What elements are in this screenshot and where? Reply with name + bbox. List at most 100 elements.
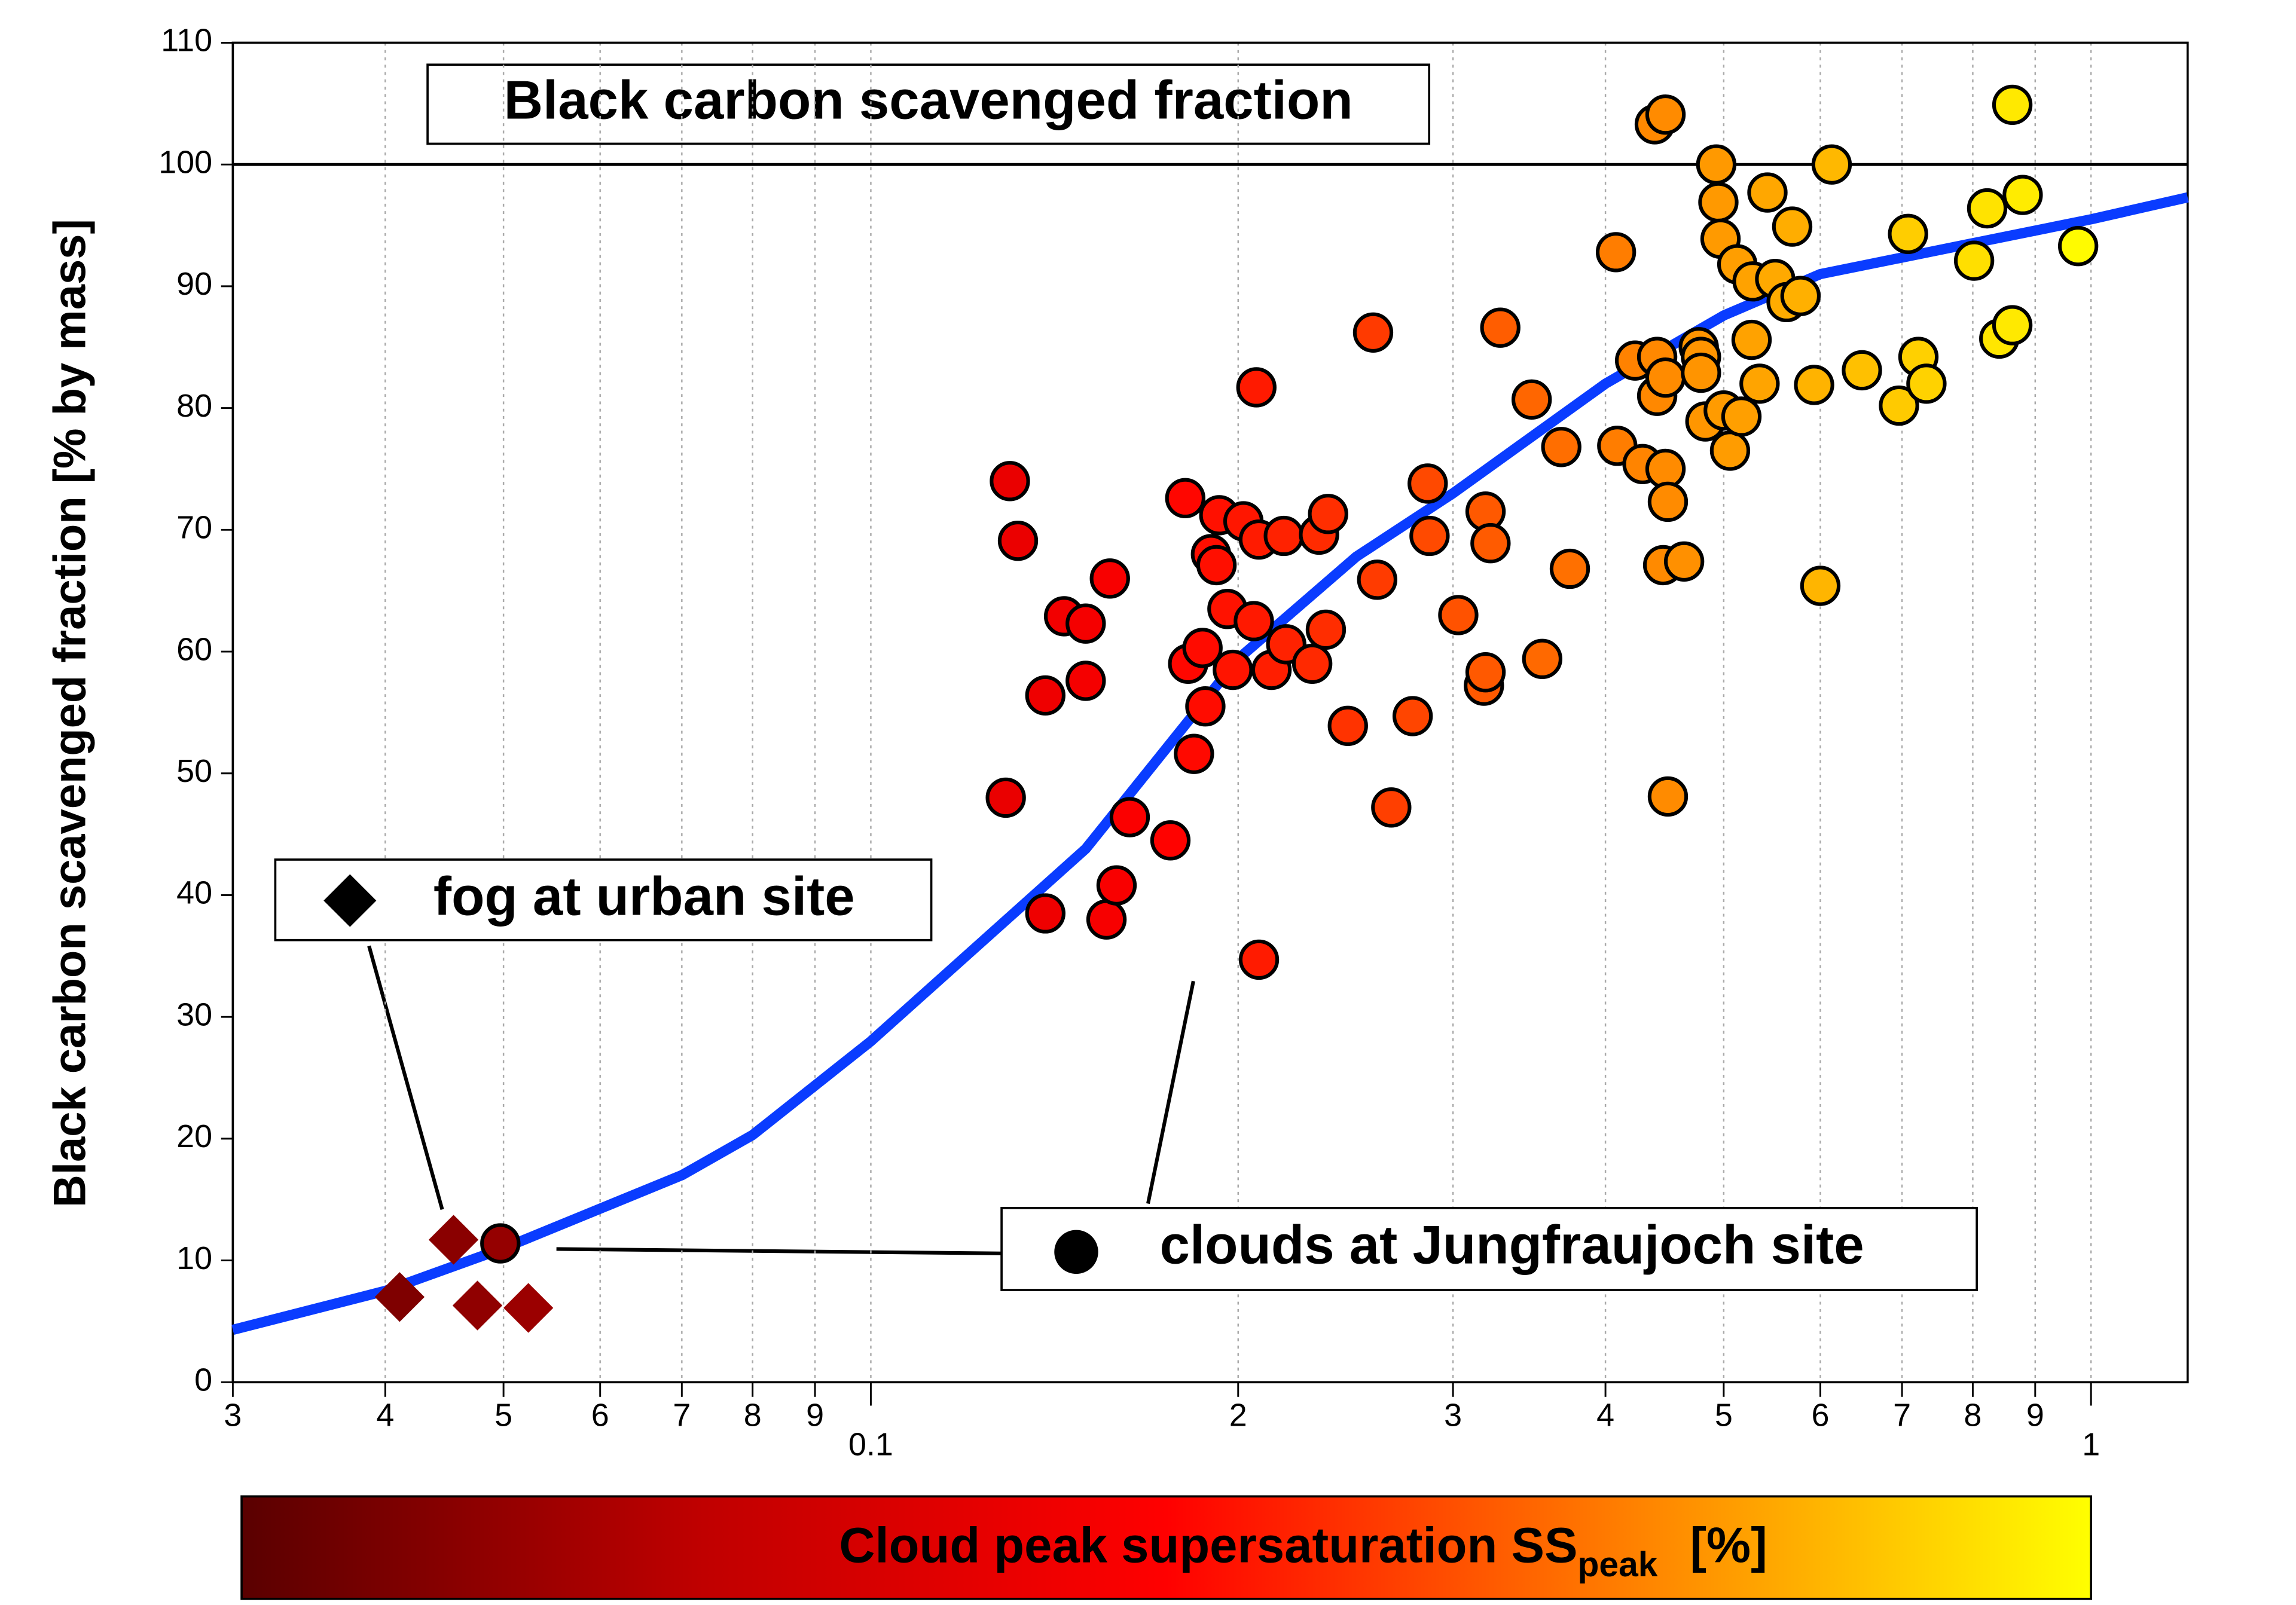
legend-box — [1000, 1207, 1978, 1291]
data-point — [1025, 893, 1065, 934]
data-point — [1238, 939, 1280, 980]
data-point — [1595, 232, 1636, 273]
colorbar-label-text: Cloud peak supersaturation SS — [839, 1517, 1577, 1573]
x-tick-label: 5 — [494, 1397, 512, 1433]
data-point — [1480, 307, 1521, 348]
y-tick-label: 50 — [176, 753, 212, 789]
data-point — [1236, 367, 1277, 408]
data-point — [1747, 172, 1788, 213]
data-point — [1647, 776, 1689, 817]
legend-marker — [1054, 1230, 1098, 1274]
x-tick-label: 1 — [2082, 1426, 2100, 1462]
x-tick-label: 6 — [1811, 1397, 1829, 1433]
x-tick-label: 9 — [2026, 1397, 2044, 1433]
legend-box — [274, 858, 933, 941]
legend-marker — [323, 874, 377, 927]
x-tick-label: 4 — [1596, 1397, 1614, 1433]
data-point — [1780, 276, 1821, 316]
y-tick-label: 110 — [161, 23, 212, 59]
data-point — [1371, 787, 1412, 828]
data-point — [1681, 352, 1721, 393]
plot-frame — [231, 41, 2189, 1384]
data-point — [1709, 430, 1751, 471]
data-point — [1842, 350, 1882, 391]
x-tick-label: 3 — [224, 1397, 242, 1433]
data-point — [1645, 94, 1686, 135]
y-tick-label: 30 — [176, 996, 212, 1032]
leader-line — [1146, 980, 1195, 1204]
data-point — [1089, 558, 1130, 599]
y-tick-label: 20 — [176, 1118, 212, 1154]
data-point — [1407, 463, 1448, 504]
data-point — [985, 777, 1026, 818]
data-point — [1992, 84, 2033, 126]
x-tick-label: 7 — [673, 1397, 691, 1433]
x-tick-label: 7 — [1893, 1397, 1911, 1433]
x-tick-label: 3 — [1444, 1397, 1462, 1433]
data-point — [1721, 396, 1762, 437]
y-tick-label: 80 — [176, 388, 212, 424]
data-point — [1409, 515, 1450, 557]
x-tick-label: 8 — [744, 1397, 762, 1433]
data-point — [480, 1223, 521, 1264]
data-point — [1811, 144, 1852, 185]
data-point — [1549, 548, 1590, 589]
data-point — [1794, 365, 1834, 405]
data-point — [1305, 609, 1347, 650]
x-tick-label: 5 — [1715, 1397, 1733, 1433]
y-tick-label: 40 — [176, 875, 212, 911]
colorbar — [240, 1495, 2093, 1600]
data-point — [1731, 319, 1772, 360]
x-tick-label: 8 — [1964, 1397, 1981, 1433]
data-point — [1065, 603, 1106, 644]
data-point — [1263, 515, 1304, 557]
data-point — [1739, 363, 1780, 404]
data-point — [452, 1280, 503, 1331]
data-point — [1025, 675, 1065, 716]
data-point — [1906, 363, 1947, 404]
data-point — [1888, 213, 1928, 254]
leader-line — [367, 945, 444, 1210]
data-point — [1647, 481, 1689, 522]
data-point — [1645, 357, 1686, 398]
title-box — [426, 63, 1431, 145]
data-point — [2002, 175, 2043, 215]
data-point — [1645, 448, 1686, 490]
data-point — [1879, 385, 1919, 426]
data-point — [1196, 545, 1237, 586]
y-tick-label: 100 — [158, 144, 212, 180]
y-tick-label: 0 — [194, 1362, 212, 1398]
data-point — [1109, 797, 1150, 837]
y-axis-title: Black carbon scavenged fraction [% by ma… — [44, 219, 95, 1207]
data-point — [1465, 652, 1506, 693]
legend-label: clouds at Jungfraujoch site — [1160, 1215, 1864, 1275]
data-point — [1327, 705, 1368, 746]
data-point — [1541, 427, 1581, 467]
colorbar-label: Cloud peak supersaturation SSpeak [%] — [839, 1517, 1767, 1583]
colorbar-label-unit: [%] — [1690, 1517, 1767, 1573]
data-point — [1392, 696, 1433, 736]
data-point — [1357, 560, 1397, 600]
data-point — [1352, 312, 1394, 353]
data-point — [997, 520, 1039, 561]
data-point — [1213, 649, 1253, 690]
y-tick-label: 90 — [176, 266, 212, 302]
data-point — [1308, 494, 1348, 534]
data-point — [1438, 595, 1479, 635]
chart-title: Black carbon scavenged fraction — [504, 70, 1353, 130]
data-point — [1174, 733, 1214, 774]
data-point — [1698, 182, 1739, 223]
y-tick-label: 60 — [176, 631, 212, 667]
data-point — [1967, 188, 2008, 229]
data-point — [2057, 226, 2099, 267]
data-point — [428, 1215, 479, 1265]
data-point — [1086, 899, 1127, 940]
data-point — [990, 461, 1030, 502]
colorbar-label-sub: peak — [1578, 1545, 1658, 1583]
data-point — [1953, 240, 1995, 281]
legend-label: fog at urban site — [433, 867, 855, 927]
data-point — [1065, 661, 1106, 701]
data-point — [1992, 305, 2033, 346]
x-tick-label: 2 — [1229, 1397, 1247, 1433]
